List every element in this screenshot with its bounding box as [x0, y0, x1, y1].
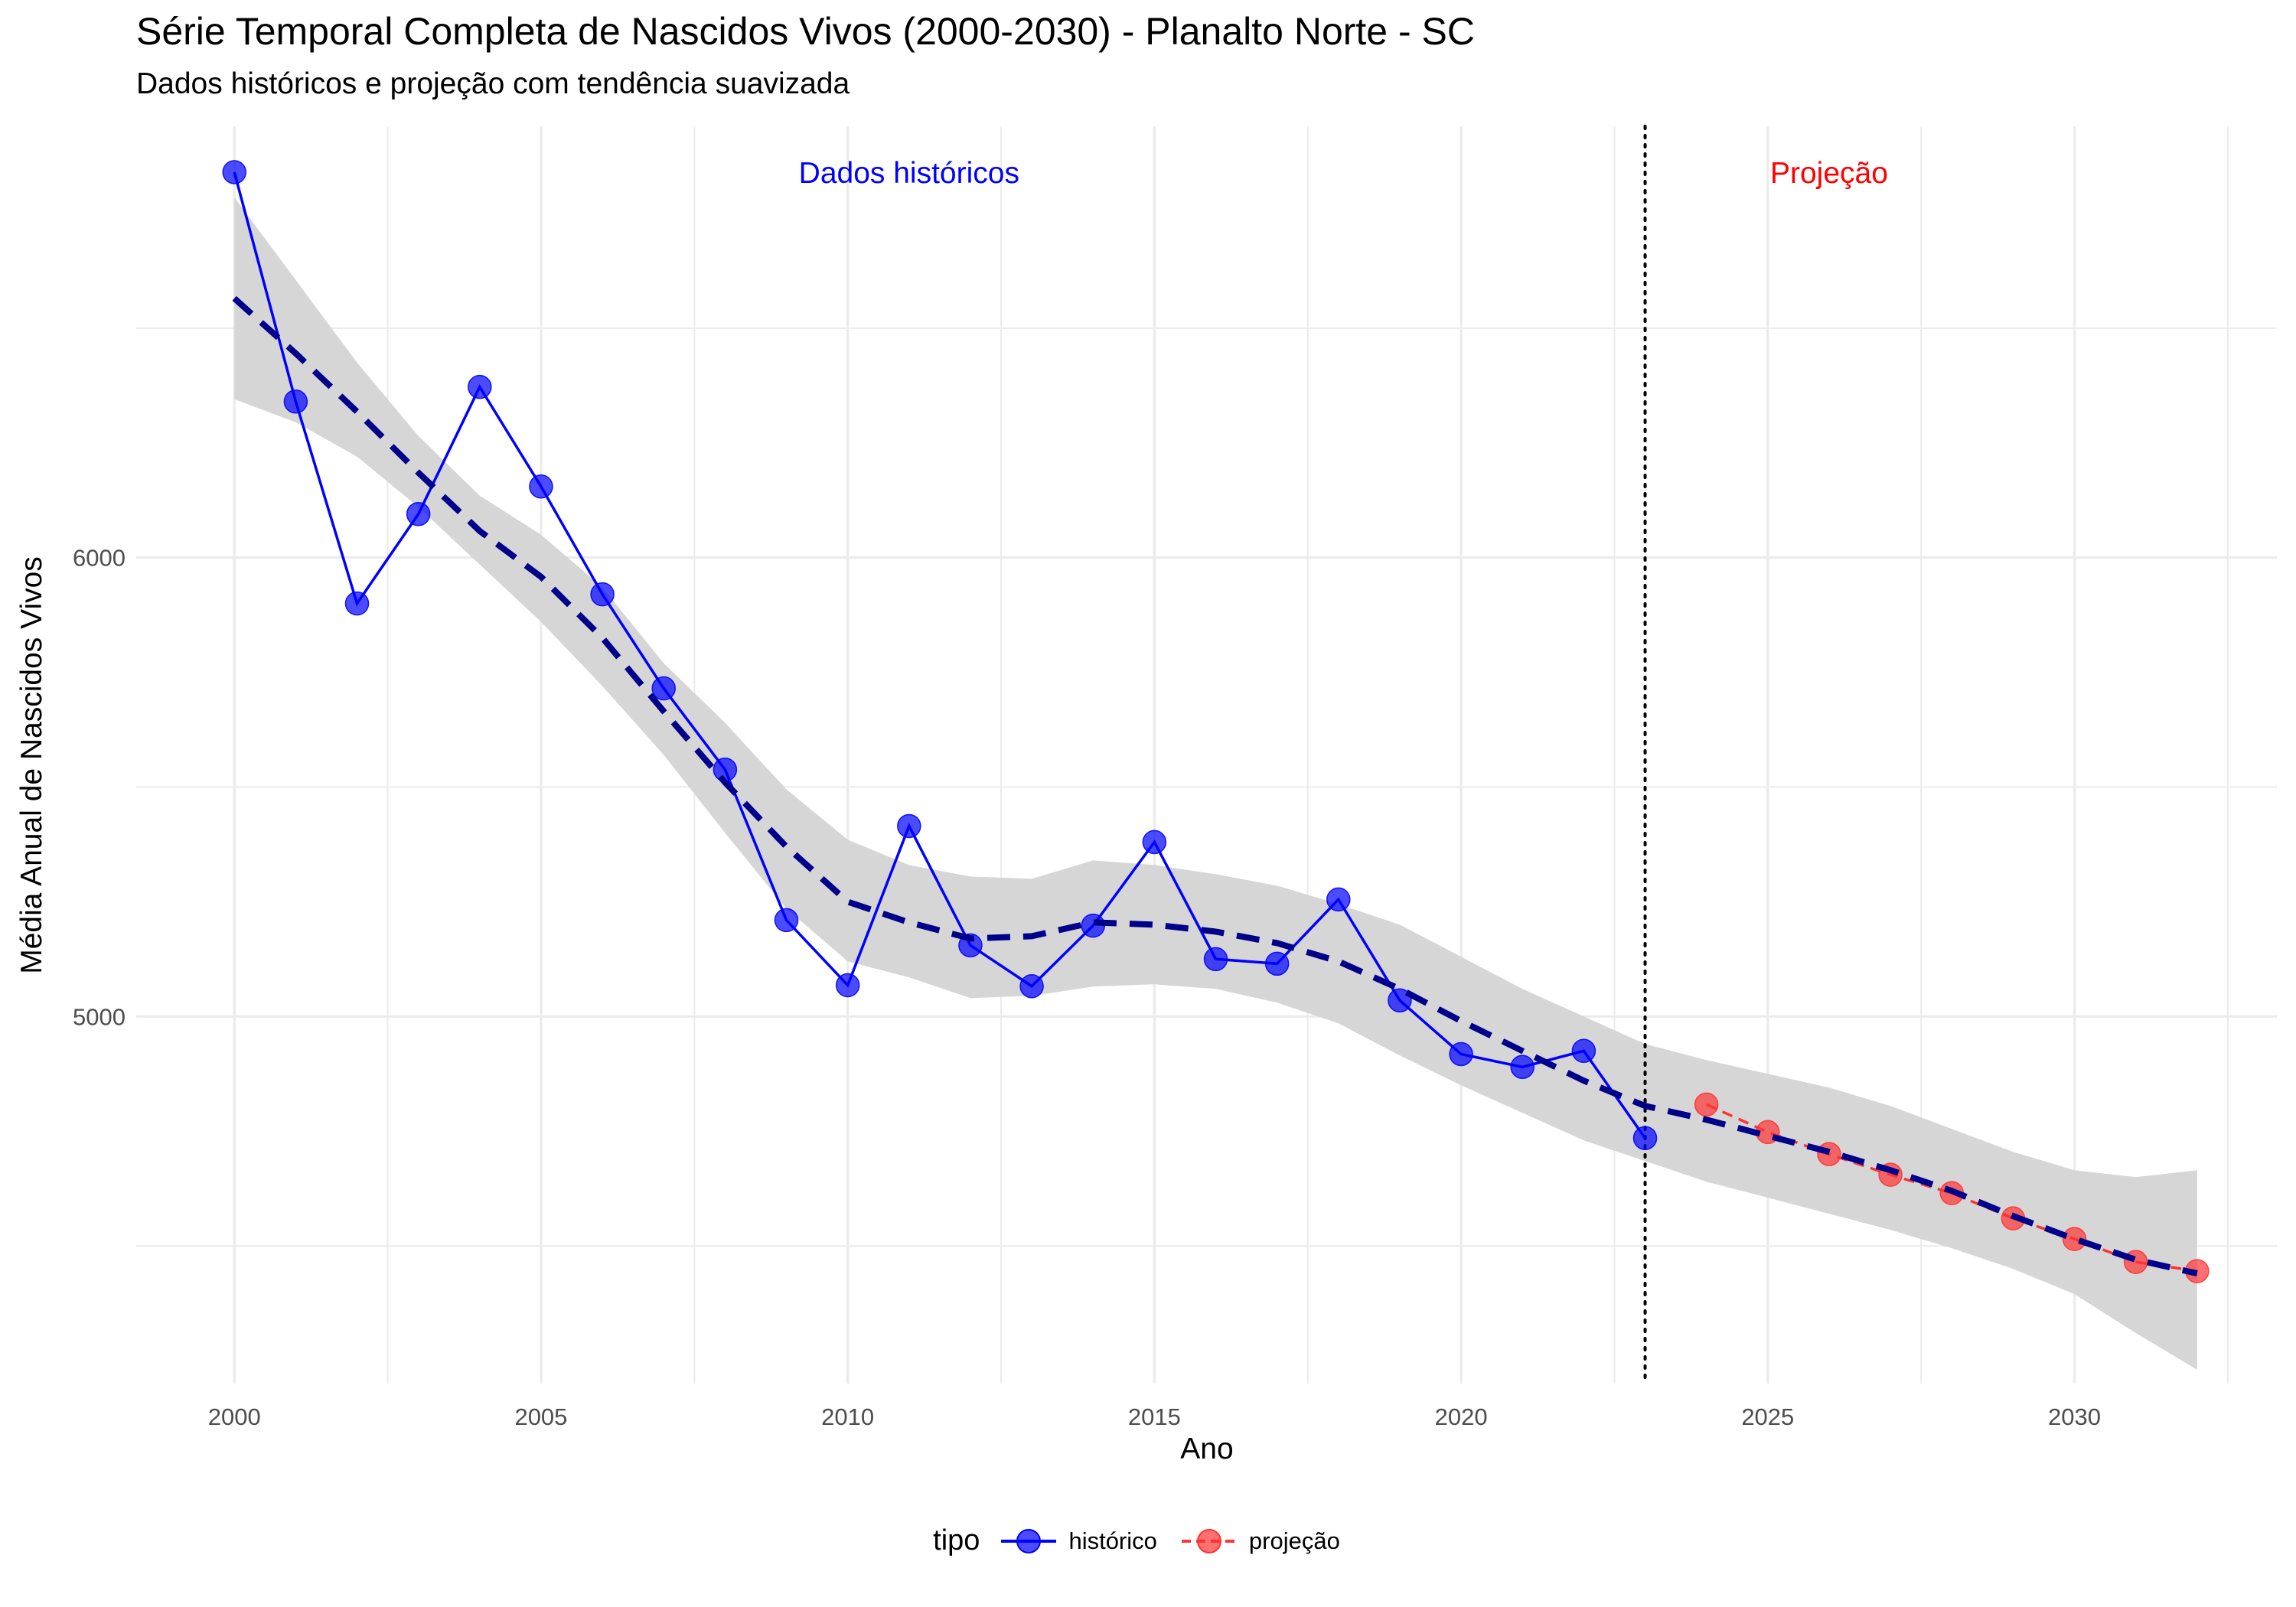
legend-item-historico[interactable]: histórico — [1000, 1526, 1157, 1556]
x-tick-label: 2030 — [2048, 1403, 2101, 1430]
data-point-historico — [1142, 830, 1167, 855]
x-tick-label: 2015 — [1128, 1403, 1181, 1430]
data-point-historico — [283, 390, 308, 414]
x-axis-label: Ano — [1180, 1433, 1233, 1465]
legend-key-projecao — [1181, 1528, 1237, 1553]
data-point-historico — [835, 973, 860, 998]
data-point-historico — [1264, 951, 1290, 976]
annotation-historical: Dados históricos — [799, 157, 1019, 190]
data-point-historico — [406, 501, 431, 526]
y-tick-label: 5000 — [73, 1003, 126, 1030]
x-tick-label: 2005 — [514, 1403, 567, 1430]
annotation-projection: Projeção — [1770, 157, 1888, 190]
data-point-historico — [897, 813, 921, 839]
y-tick-label: 6000 — [73, 545, 126, 572]
trend-line — [232, 295, 2198, 1277]
confidence-band — [234, 197, 2197, 1370]
chart-subtitle: Dados históricos e projeção com tendênci… — [136, 67, 850, 100]
data-point-projecao — [1817, 1142, 1841, 1166]
data-point-historico — [468, 374, 492, 399]
legend-label-historico: histórico — [1068, 1527, 1157, 1554]
data-point-historico — [651, 676, 676, 701]
data-point-historico — [344, 591, 370, 616]
legend-item-projecao[interactable]: projeção — [1180, 1526, 1340, 1556]
y-axis-label: Média Anual de Nascidos Vivos — [15, 556, 48, 974]
data-point-historico — [590, 582, 615, 607]
chart-title: Série Temporal Completa de Nascidos Vivo… — [136, 10, 1475, 53]
series-lines — [233, 171, 2198, 1273]
data-point-historico — [774, 908, 799, 933]
legend-title: tipo — [933, 1524, 980, 1556]
data-point-historico — [1571, 1038, 1596, 1064]
x-tick-label: 2020 — [1435, 1403, 1488, 1430]
data-point-historico — [529, 474, 553, 499]
x-tick-label: 2025 — [1741, 1403, 1794, 1430]
legend: tipo histórico projeção — [0, 1524, 2296, 1557]
y-axis-ticks: 5000 6000 — [73, 545, 126, 1031]
legend-key-historico — [1001, 1528, 1057, 1553]
x-tick-label: 2010 — [821, 1403, 874, 1430]
data-point-historico — [1203, 947, 1228, 972]
data-point-historico — [1449, 1041, 1473, 1067]
data-point-historico — [1019, 973, 1044, 999]
x-tick-label: 2000 — [208, 1403, 261, 1430]
data-point-historico — [713, 757, 738, 782]
data-point-projecao — [1694, 1092, 1719, 1117]
data-point-historico — [1632, 1126, 1658, 1150]
legend-label-projecao: projeção — [1248, 1527, 1340, 1554]
grid-minor — [136, 126, 2277, 1384]
data-point-projecao — [2062, 1227, 2087, 1251]
series-line-historico — [233, 171, 1646, 1139]
data-point-historico — [222, 160, 246, 184]
data-point-historico — [1326, 887, 1351, 912]
x-axis-ticks: 2000 2005 2010 2015 2020 2025 2030 — [208, 1403, 2101, 1430]
data-point-historico — [1510, 1054, 1534, 1080]
